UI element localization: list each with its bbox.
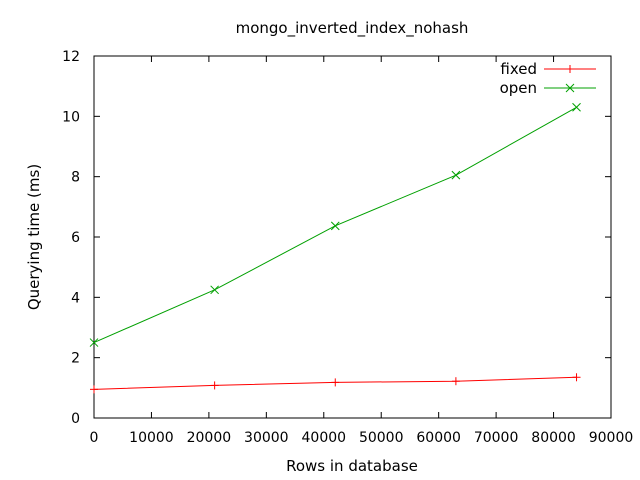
chart-title: mongo_inverted_index_nohash — [236, 19, 469, 38]
data-point-open — [210, 285, 219, 295]
y-tick-label: 12 — [62, 49, 80, 65]
data-point-open — [451, 170, 461, 180]
x-tick-label: 90000 — [589, 430, 634, 446]
legend-label-open: open — [500, 79, 537, 97]
y-tick-label: 8 — [71, 170, 80, 186]
data-point-open — [89, 338, 99, 347]
series-layer — [89, 102, 581, 394]
data-point-fixed — [572, 373, 581, 382]
x-tick-label: 50000 — [359, 430, 404, 446]
plot-frame — [93, 55, 612, 419]
y-axis: 0 2 4 6 8 10 12 — [62, 49, 611, 427]
y-tick-label: 10 — [62, 109, 80, 125]
x-tick-label: 60000 — [416, 430, 461, 446]
x-tick-label: 30000 — [244, 430, 289, 446]
x-axis-label: Rows in database — [286, 457, 418, 475]
series-line-open — [93, 106, 577, 344]
x-tick-label: 80000 — [531, 430, 576, 446]
legend-marker-fixed — [566, 65, 574, 73]
data-point-open — [330, 221, 340, 231]
data-point-fixed — [90, 385, 98, 394]
data-point-fixed — [210, 381, 219, 390]
data-point-open — [572, 102, 581, 112]
x-tick-label: 10000 — [129, 430, 174, 446]
x-tick-label: 40000 — [302, 430, 347, 446]
data-point-fixed — [331, 378, 340, 387]
y-tick-label: 4 — [71, 290, 80, 306]
legend-marker-open — [565, 83, 575, 93]
data-point-fixed — [451, 377, 460, 386]
y-axis-label: Querying time (ms) — [25, 164, 43, 310]
x-axis: 0 10000 20000 30000 40000 50000 60000 70000 8000… — [90, 56, 634, 446]
legend-label-fixed: fixed — [500, 60, 537, 78]
x-tick-label: 70000 — [474, 430, 519, 446]
y-tick-label: 6 — [71, 230, 80, 246]
y-tick-label: 2 — [71, 351, 80, 367]
y-tick-label: 0 — [71, 411, 80, 427]
x-tick-label: 20000 — [187, 430, 232, 446]
x-tick-label: 0 — [90, 430, 99, 446]
